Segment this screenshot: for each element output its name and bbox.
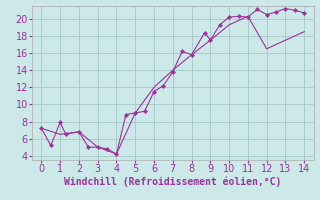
X-axis label: Windchill (Refroidissement éolien,°C): Windchill (Refroidissement éolien,°C) (64, 177, 282, 187)
